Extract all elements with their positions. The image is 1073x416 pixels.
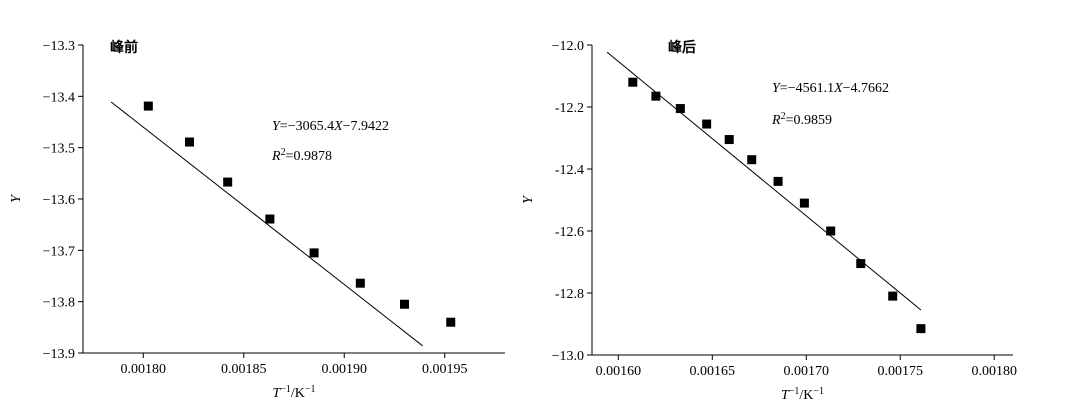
y-tick-label: -12.2 (555, 101, 584, 116)
point (799, 198, 809, 208)
equation-part: X (833, 81, 843, 96)
r-squared-part: 2 (281, 147, 286, 158)
point (826, 226, 836, 236)
x-axis-label-part: −1 (789, 386, 800, 397)
x-axis-label-part: /K (799, 388, 813, 403)
point (773, 176, 783, 186)
equation: Y=−3065.4X−7.9422 (272, 119, 389, 134)
point (856, 259, 866, 269)
y-tick-label: -12.6 (555, 225, 584, 240)
x-tick-label: 0.00195 (422, 362, 468, 377)
y-tick-label: −12.0 (552, 39, 584, 54)
x-tick-label: 0.00170 (784, 364, 830, 379)
y-tick-label: −13.0 (552, 349, 584, 364)
point (675, 104, 685, 114)
x-axis-label-part: /K (291, 386, 305, 401)
x-axis-label: T−1/K−1 (272, 384, 315, 402)
y-tick-label: −13.5 (43, 142, 75, 157)
x-axis-label-part: T (272, 386, 281, 401)
y-tick-label: −13.6 (43, 193, 75, 208)
equation-part: −4.7662 (843, 81, 889, 96)
r-squared: R2=0.9859 (771, 111, 832, 129)
point (651, 91, 661, 101)
x-tick-label: 0.00190 (321, 362, 367, 377)
x-tick-label: 0.00180 (121, 362, 167, 377)
panel-label: 峰前 (110, 39, 138, 56)
equation-part: =−4561.1 (780, 81, 834, 96)
y-tick-label: −13.9 (43, 347, 75, 362)
point (355, 278, 365, 288)
point (747, 155, 757, 165)
equation-part: =−3065.4 (280, 119, 334, 134)
y-tick-label: -12.4 (555, 163, 584, 178)
r-squared-part: 2 (781, 111, 786, 122)
point (400, 299, 410, 309)
point (185, 137, 195, 147)
point (916, 324, 926, 334)
point (724, 135, 734, 145)
equation-part: Y (272, 119, 282, 134)
point (628, 77, 638, 87)
equation-part: Y (772, 81, 782, 96)
r-squared-part: R (271, 149, 281, 164)
y-tick-label: −13.7 (43, 244, 75, 259)
y-tick-label: -12.8 (555, 287, 584, 302)
equation-part: X (333, 119, 343, 134)
r-squared-part: =0.9859 (786, 113, 832, 128)
point (265, 214, 275, 224)
fit-line (110, 101, 423, 347)
r-squared-part: =0.9878 (286, 149, 332, 164)
x-axis-label: T−1/K−1 (781, 386, 824, 404)
equation: Y=−4561.1X−4.7662 (772, 81, 889, 96)
r-squared-part: R (771, 113, 781, 128)
x-axis-label-part: −1 (280, 384, 291, 395)
equation-part: −7.9422 (343, 119, 389, 134)
x-tick-label: 0.00175 (877, 364, 923, 379)
y-tick-label: −13.4 (43, 90, 75, 105)
point (446, 317, 456, 327)
point (223, 177, 233, 187)
y-tick-label: −13.8 (43, 296, 75, 311)
point (888, 291, 898, 301)
x-tick-label: 0.00165 (690, 364, 736, 379)
panel-label: 峰后 (668, 39, 696, 56)
point (143, 101, 153, 111)
x-axis-label-part: −1 (305, 384, 316, 395)
point (309, 248, 319, 258)
x-axis-label-part: −1 (813, 386, 824, 397)
y-tick-label: −13.3 (43, 39, 75, 54)
x-tick-label: 0.00160 (596, 364, 642, 379)
x-tick-label: 0.00180 (971, 364, 1017, 379)
x-tick-label: 0.00185 (221, 362, 267, 377)
point (702, 119, 712, 129)
y-axis-label: Y (521, 194, 536, 204)
y-axis-label: Y (9, 193, 24, 203)
r-squared: R2=0.9878 (271, 147, 332, 165)
x-axis-label-part: T (781, 388, 790, 403)
